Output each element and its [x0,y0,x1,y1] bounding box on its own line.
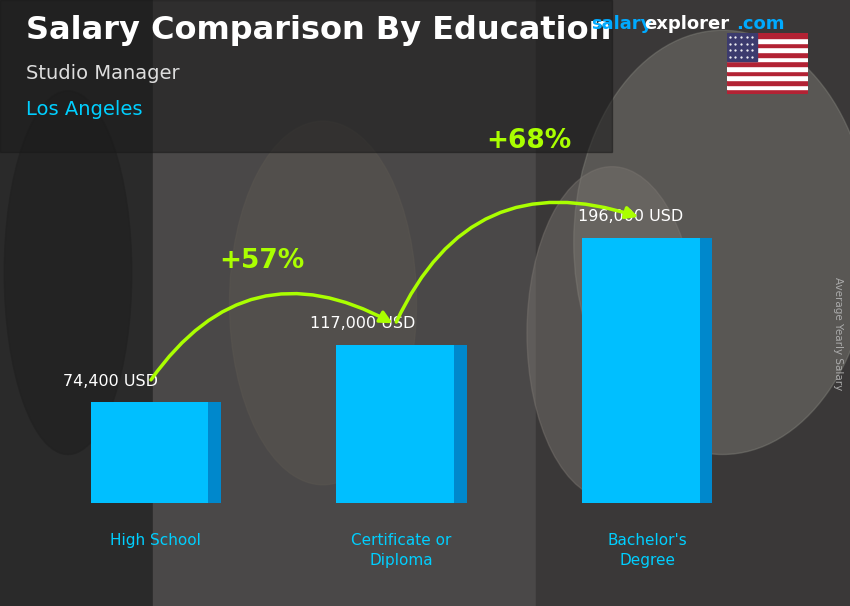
Bar [727,33,808,38]
Polygon shape [700,238,712,503]
Text: +68%: +68% [486,128,571,154]
Text: +57%: +57% [219,248,304,274]
Text: Los Angeles: Los Angeles [26,100,142,119]
Text: 117,000 USD: 117,000 USD [310,316,416,331]
Ellipse shape [574,30,850,454]
Text: 196,000 USD: 196,000 USD [578,210,683,224]
Text: 74,400 USD: 74,400 USD [64,374,158,389]
Text: Average Yearly Salary: Average Yearly Salary [833,277,843,390]
Bar [0,0,153,606]
Bar [91,402,208,503]
Bar [727,71,808,75]
Bar [727,66,808,71]
Text: Certificate or
Diploma: Certificate or Diploma [351,533,451,568]
Ellipse shape [4,91,132,454]
Bar [582,238,700,503]
Bar [727,56,808,61]
Ellipse shape [527,167,697,500]
Bar [727,89,808,94]
Bar [727,80,808,85]
Bar [337,345,454,503]
Bar [727,38,808,42]
Text: Bachelor's
Degree: Bachelor's Degree [608,533,687,568]
Bar [727,61,808,66]
Ellipse shape [230,121,416,485]
Bar [727,85,808,89]
Text: High School: High School [110,533,201,548]
Polygon shape [454,345,467,503]
Text: Studio Manager: Studio Manager [26,64,179,82]
Bar [727,33,757,61]
Bar [536,0,850,606]
Text: salary: salary [591,15,652,33]
Text: explorer: explorer [644,15,729,33]
Bar [727,42,808,47]
Bar [727,52,808,56]
Bar [153,0,536,606]
Text: .com: .com [736,15,785,33]
Bar [727,47,808,52]
Polygon shape [208,402,221,503]
Bar [727,75,808,80]
Text: Salary Comparison By Education: Salary Comparison By Education [26,15,611,46]
Bar [0,0,612,152]
